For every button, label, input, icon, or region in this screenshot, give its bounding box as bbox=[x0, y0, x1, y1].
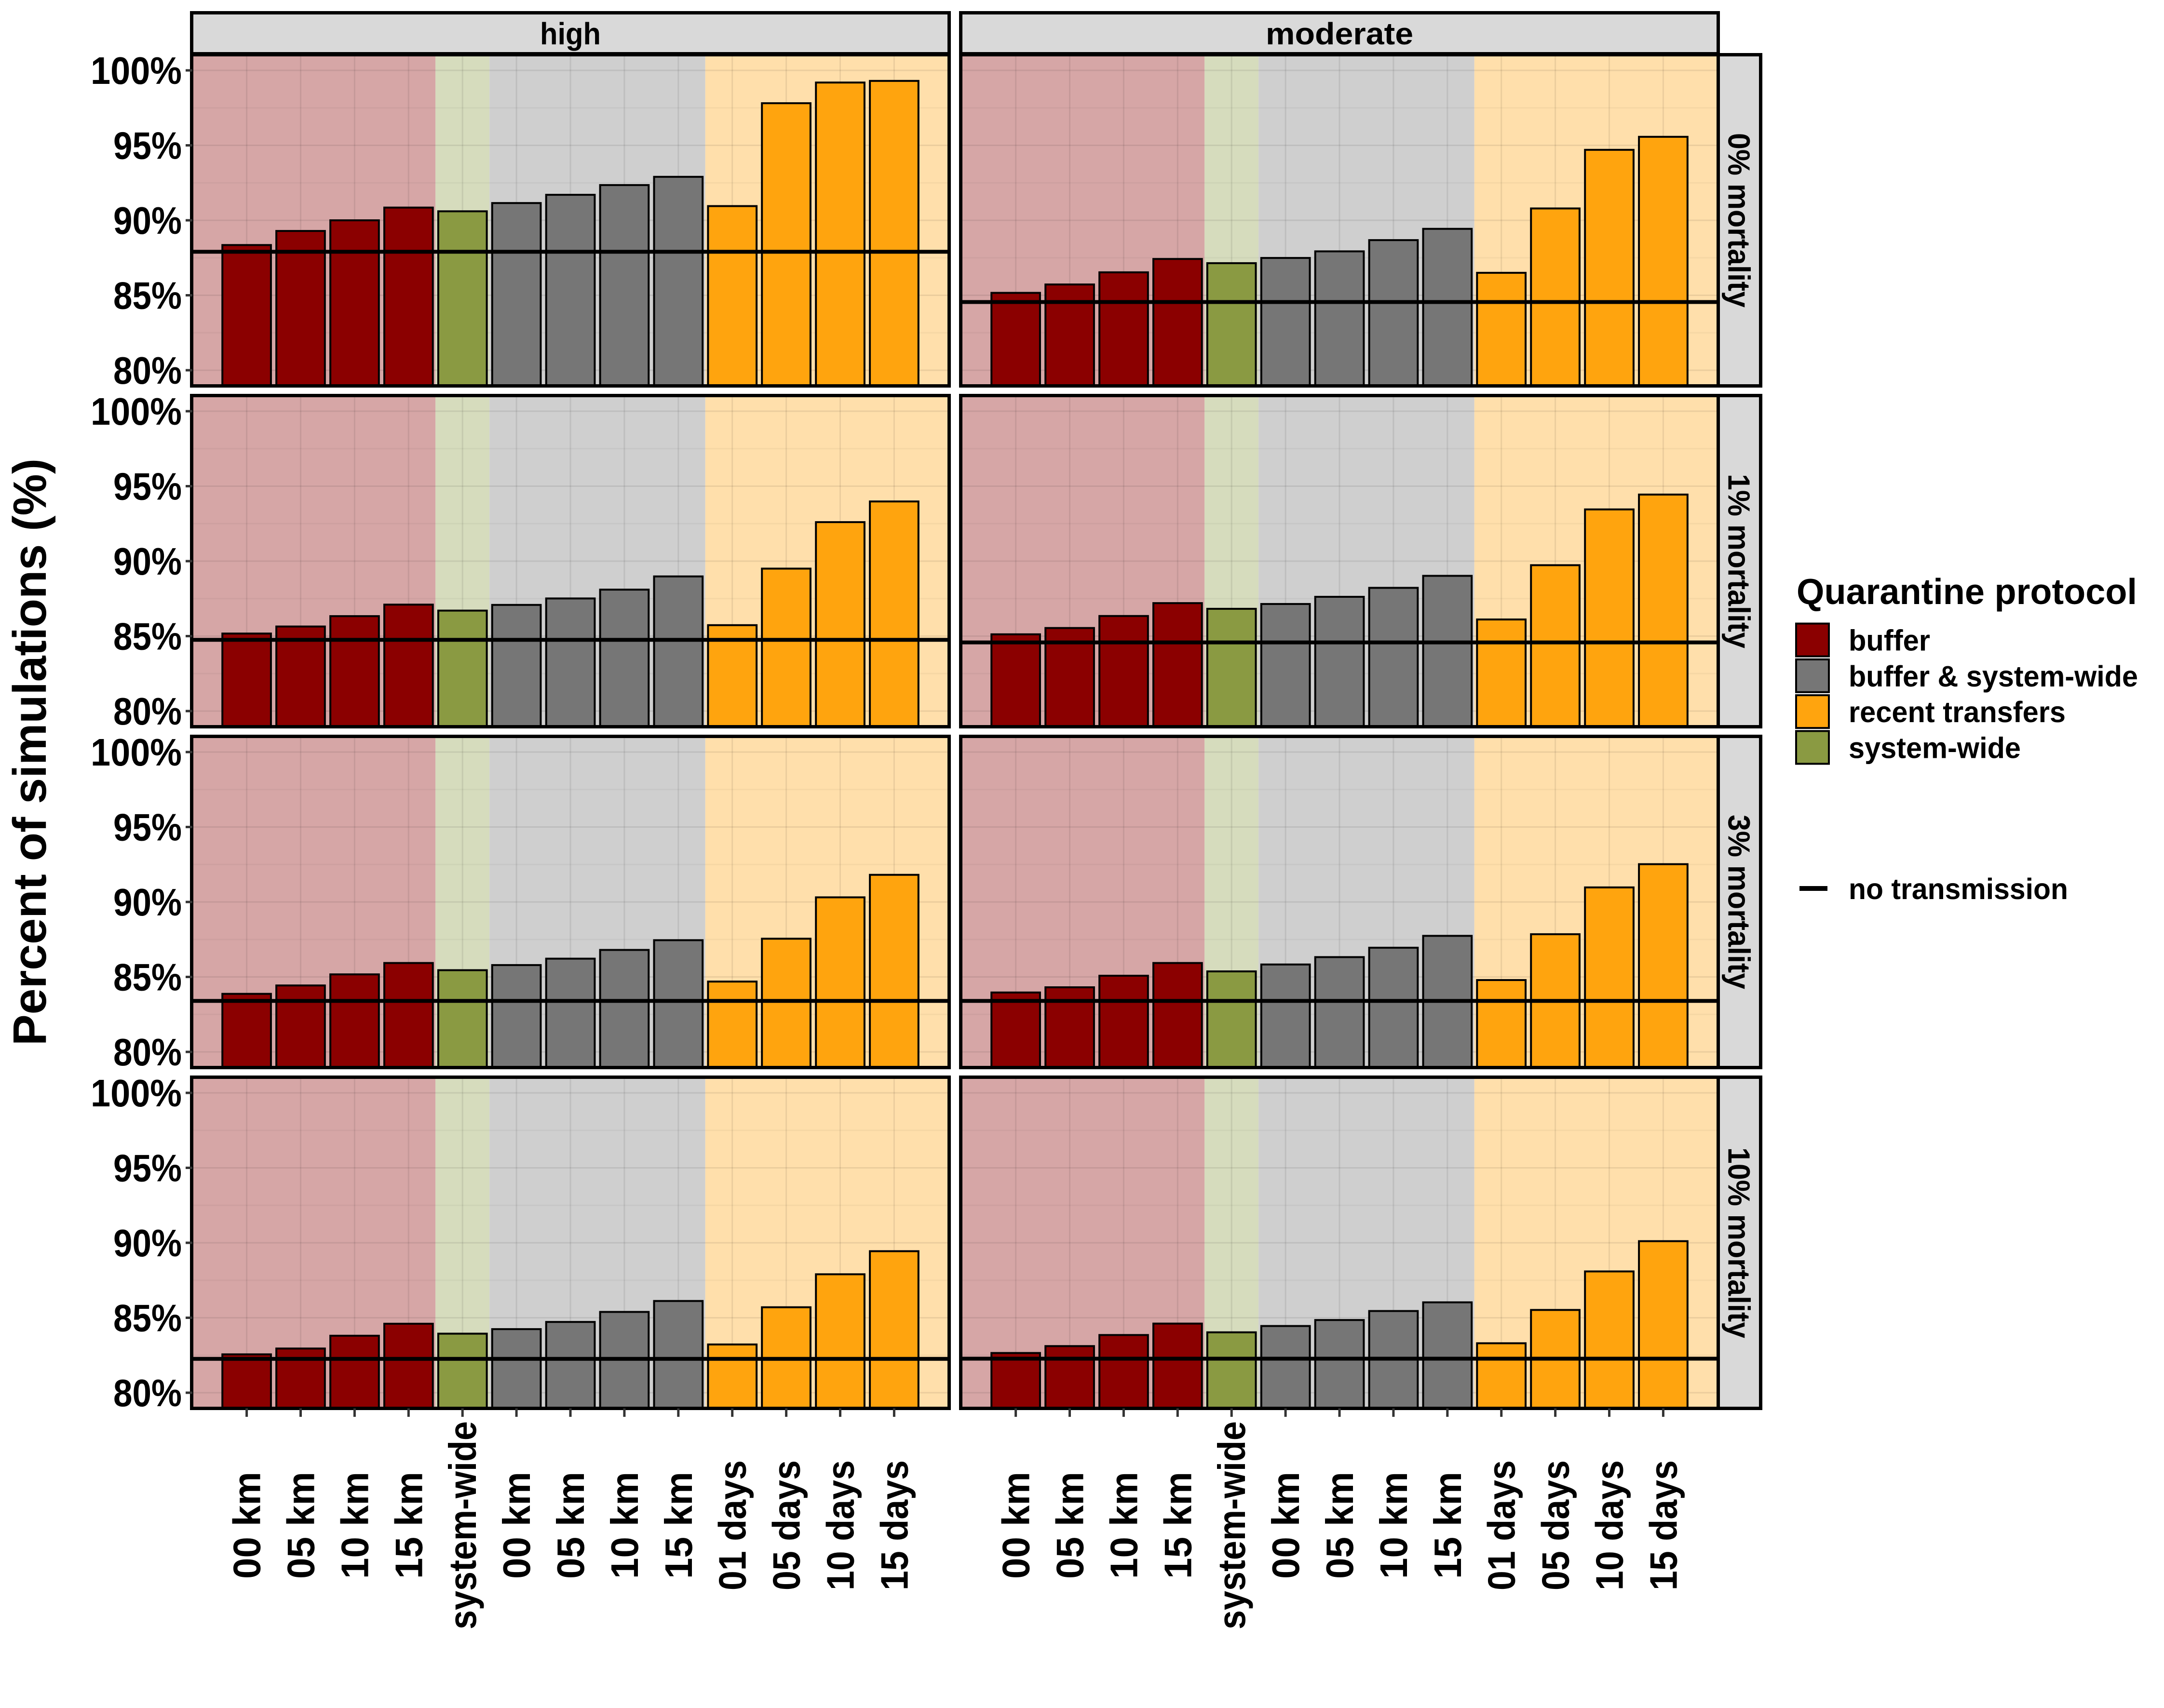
svg-text:10 km: 10 km bbox=[1102, 1472, 1145, 1579]
svg-text:95%: 95% bbox=[113, 1147, 182, 1190]
svg-text:3% mortality: 3% mortality bbox=[1722, 815, 1757, 989]
svg-text:90%: 90% bbox=[113, 1222, 182, 1264]
svg-text:15 days: 15 days bbox=[1642, 1460, 1685, 1590]
svg-text:100%: 100% bbox=[91, 390, 182, 433]
svg-text:01 days: 01 days bbox=[1480, 1460, 1523, 1590]
svg-text:05 km: 05 km bbox=[1049, 1472, 1092, 1579]
svg-text:80%: 80% bbox=[113, 1372, 182, 1414]
svg-text:15 km: 15 km bbox=[1426, 1472, 1469, 1579]
svg-text:05 days: 05 days bbox=[1534, 1460, 1577, 1590]
svg-text:system-wide: system-wide bbox=[1210, 1421, 1253, 1629]
svg-text:100%: 100% bbox=[91, 49, 182, 92]
svg-text:recent transfers: recent transfers bbox=[1849, 696, 2066, 728]
svg-text:15 days: 15 days bbox=[873, 1460, 916, 1590]
svg-text:high: high bbox=[540, 16, 601, 51]
svg-text:80%: 80% bbox=[113, 690, 182, 733]
svg-text:90%: 90% bbox=[113, 881, 182, 924]
svg-text:05 km: 05 km bbox=[1318, 1472, 1361, 1579]
svg-text:85%: 85% bbox=[113, 1297, 182, 1340]
svg-text:95%: 95% bbox=[113, 806, 182, 849]
svg-text:15 km: 15 km bbox=[1156, 1472, 1199, 1579]
svg-text:10 km: 10 km bbox=[1372, 1472, 1415, 1579]
svg-text:10 days: 10 days bbox=[819, 1460, 862, 1590]
svg-text:80%: 80% bbox=[113, 349, 182, 392]
svg-text:100%: 100% bbox=[91, 1072, 182, 1115]
svg-text:95%: 95% bbox=[113, 465, 182, 508]
svg-text:1% mortality: 1% mortality bbox=[1722, 474, 1757, 648]
svg-text:10 km: 10 km bbox=[333, 1472, 376, 1579]
svg-text:system-wide: system-wide bbox=[1849, 731, 2021, 764]
svg-text:90%: 90% bbox=[113, 199, 182, 242]
svg-text:00 km: 00 km bbox=[226, 1472, 269, 1579]
svg-text:01 days: 01 days bbox=[711, 1460, 754, 1590]
svg-text:00 km: 00 km bbox=[995, 1472, 1038, 1579]
svg-text:buffer: buffer bbox=[1849, 624, 1930, 657]
svg-text:0% mortality: 0% mortality bbox=[1722, 133, 1757, 308]
svg-text:system-wide: system-wide bbox=[441, 1421, 484, 1629]
svg-text:moderate: moderate bbox=[1266, 16, 1413, 51]
svg-text:15 km: 15 km bbox=[387, 1472, 430, 1579]
svg-text:buffer & system-wide: buffer & system-wide bbox=[1849, 660, 2138, 693]
svg-text:85%: 85% bbox=[113, 615, 182, 658]
svg-text:15 km: 15 km bbox=[657, 1472, 700, 1579]
svg-text:00 km: 00 km bbox=[1264, 1472, 1307, 1579]
svg-text:85%: 85% bbox=[113, 956, 182, 999]
svg-text:10% mortality: 10% mortality bbox=[1722, 1147, 1757, 1338]
svg-text:05 days: 05 days bbox=[765, 1460, 808, 1590]
svg-text:90%: 90% bbox=[113, 540, 182, 583]
svg-text:80%: 80% bbox=[113, 1031, 182, 1074]
svg-text:Quarantine protocol: Quarantine protocol bbox=[1797, 571, 2137, 612]
svg-text:Percent of simulations (%): Percent of simulations (%) bbox=[3, 458, 56, 1046]
svg-text:10 days: 10 days bbox=[1588, 1460, 1631, 1590]
svg-text:95%: 95% bbox=[113, 124, 182, 167]
svg-text:100%: 100% bbox=[91, 731, 182, 774]
svg-text:05 km: 05 km bbox=[549, 1472, 592, 1579]
svg-text:05 km: 05 km bbox=[280, 1472, 323, 1579]
svg-text:85%: 85% bbox=[113, 274, 182, 317]
svg-text:00 km: 00 km bbox=[495, 1472, 538, 1579]
svg-text:10 km: 10 km bbox=[603, 1472, 646, 1579]
svg-text:no transmission: no transmission bbox=[1849, 873, 2068, 905]
